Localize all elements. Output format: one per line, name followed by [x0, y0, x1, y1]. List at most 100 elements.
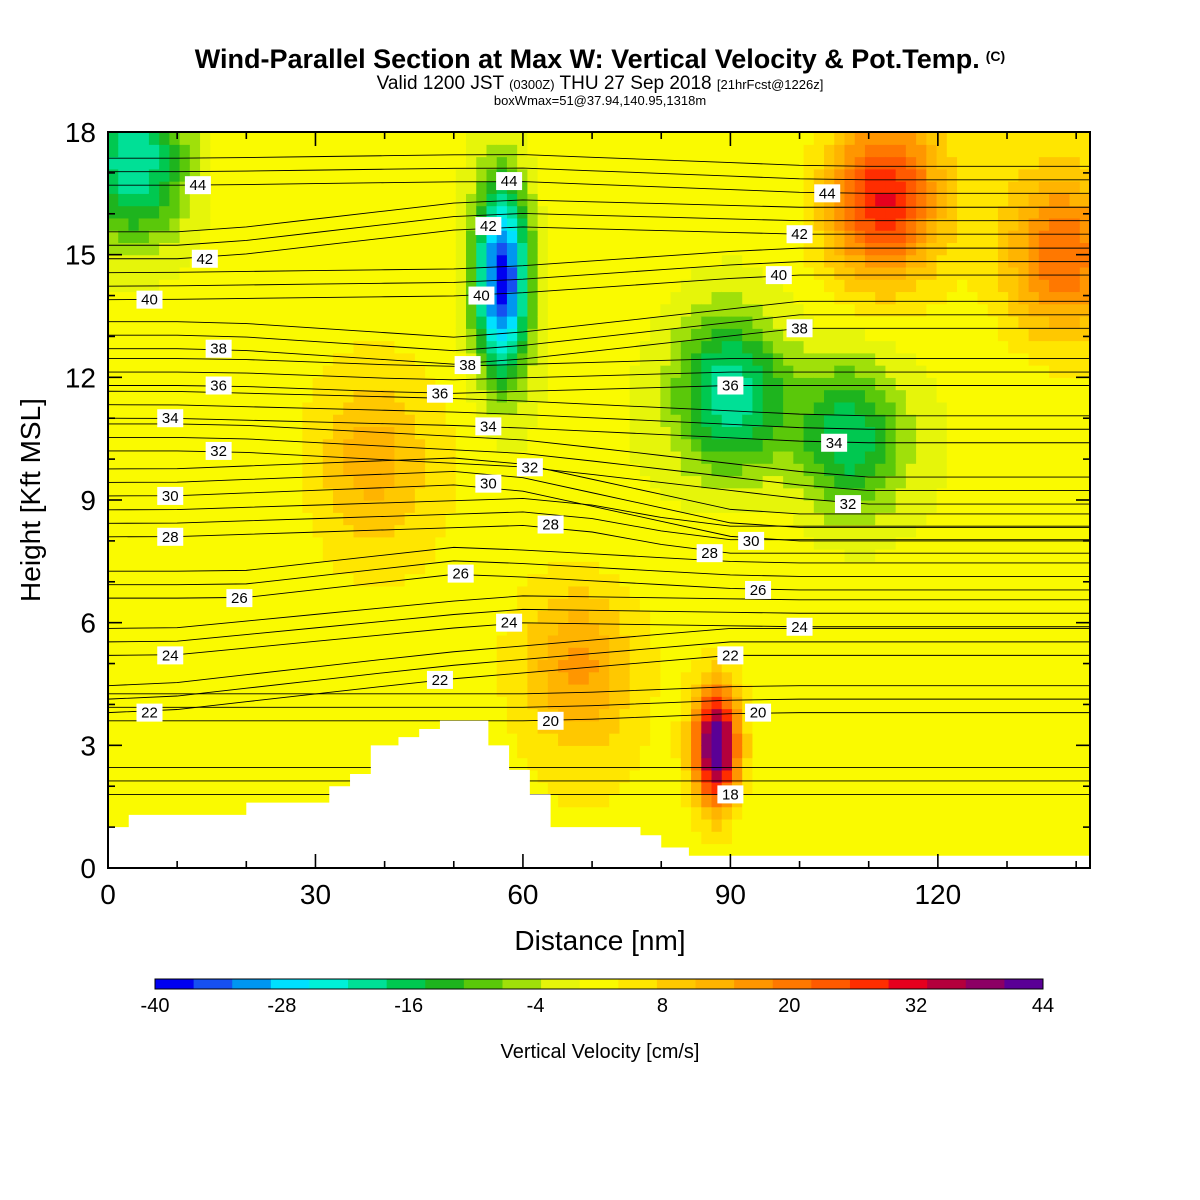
- velocity-cell: [731, 463, 743, 477]
- velocity-cell: [731, 205, 743, 219]
- velocity-cell: [670, 769, 682, 783]
- velocity-cell: [159, 745, 170, 759]
- velocity-cell: [537, 352, 549, 366]
- velocity-cell: [793, 193, 805, 207]
- velocity-cell: [547, 671, 559, 685]
- velocity-cell: [711, 230, 723, 243]
- velocity-cell: [220, 254, 232, 268]
- velocity-cell: [179, 782, 191, 795]
- velocity-cell: [476, 156, 488, 170]
- velocity-cell: [803, 450, 815, 464]
- velocity-cell: [261, 463, 273, 477]
- velocity-cell: [680, 684, 692, 697]
- velocity-cell: [159, 242, 170, 256]
- velocity-cell: [312, 684, 324, 697]
- velocity-cell: [220, 708, 232, 722]
- velocity-cell: [302, 487, 314, 501]
- velocity-cell: [230, 401, 242, 415]
- velocity-cell: [333, 512, 344, 526]
- velocity-cell: [404, 573, 416, 587]
- velocity-cell: [220, 463, 232, 477]
- velocity-cell: [691, 733, 702, 746]
- velocity-cell: [752, 181, 764, 194]
- velocity-cell: [496, 647, 508, 661]
- velocity-cell: [414, 352, 426, 366]
- velocity-cell: [220, 316, 232, 329]
- velocity-cell: [558, 303, 569, 317]
- velocity-cell: [691, 377, 702, 391]
- velocity-cell: [926, 266, 938, 280]
- velocity-cell: [844, 401, 856, 415]
- velocity-cell: [220, 549, 232, 562]
- velocity-cell: [762, 316, 774, 329]
- velocity-cell: [599, 610, 610, 624]
- velocity-cell: [118, 598, 130, 611]
- velocity-cell: [148, 352, 160, 366]
- velocity-cell: [588, 168, 600, 182]
- chart-subtitle: Valid 1200 JST (0300Z) THU 27 Sep 2018 […: [0, 73, 1200, 95]
- velocity-cell: [353, 291, 365, 305]
- velocity-cell: [670, 279, 682, 293]
- velocity-cell: [629, 524, 641, 538]
- velocity-cell: [711, 328, 723, 342]
- velocity-cell: [527, 622, 539, 636]
- velocity-cell: [660, 426, 672, 440]
- velocity-cell: [609, 782, 621, 795]
- velocity-cell: [926, 193, 938, 207]
- velocity-cell: [517, 205, 528, 219]
- velocity-cell: [486, 303, 498, 317]
- velocity-cell: [240, 450, 252, 464]
- velocity-cell: [210, 401, 222, 415]
- velocity-cell: [558, 696, 569, 710]
- velocity-cell: [834, 401, 846, 415]
- velocity-cell: [803, 291, 815, 305]
- velocity-cell: [210, 266, 222, 280]
- velocity-cell: [517, 365, 528, 378]
- velocity-cell: [772, 279, 784, 293]
- velocity-cell: [639, 132, 651, 145]
- velocity-cell: [108, 512, 119, 526]
- velocity-cell: [353, 757, 365, 771]
- velocity-cell: [312, 500, 324, 513]
- velocity-cell: [762, 279, 774, 293]
- velocity-cell: [517, 438, 528, 452]
- velocity-cell: [813, 475, 825, 489]
- velocity-cell: [813, 561, 825, 575]
- velocity-cell: [486, 463, 498, 477]
- velocity-cell: [455, 389, 467, 403]
- velocity-cell: [547, 745, 559, 759]
- velocity-cell: [813, 708, 825, 722]
- velocity-cell: [916, 193, 927, 207]
- velocity-cell: [435, 352, 447, 366]
- velocity-cell: [210, 475, 222, 489]
- velocity-cell: [660, 598, 672, 611]
- velocity-cell: [384, 659, 396, 673]
- velocity-cell: [189, 806, 201, 820]
- velocity-cell: [210, 144, 222, 158]
- velocity-cell: [486, 500, 498, 513]
- velocity-cell: [926, 340, 938, 354]
- velocity-cell: [527, 696, 539, 710]
- velocity-cell: [373, 733, 385, 746]
- velocity-cell: [455, 377, 467, 391]
- velocity-cell: [854, 549, 866, 562]
- velocity-cell: [210, 696, 222, 710]
- velocity-cell: [619, 401, 631, 415]
- velocity-cell: [844, 610, 856, 624]
- velocity-cell: [926, 708, 938, 722]
- velocity-cell: [578, 794, 590, 808]
- velocity-cell: [169, 450, 181, 464]
- velocity-cell: [108, 634, 119, 648]
- velocity-cell: [629, 622, 641, 636]
- velocity-cell: [547, 181, 559, 194]
- velocity-cell: [486, 598, 498, 611]
- velocity-cell: [772, 806, 784, 820]
- velocity-cell: [752, 401, 764, 415]
- velocity-cell: [343, 536, 355, 550]
- velocity-cell: [629, 659, 641, 673]
- velocity-cell: [312, 794, 324, 808]
- velocity-cell: [486, 487, 498, 501]
- velocity-cell: [926, 782, 938, 795]
- velocity-cell: [599, 132, 610, 145]
- velocity-cell: [783, 536, 794, 550]
